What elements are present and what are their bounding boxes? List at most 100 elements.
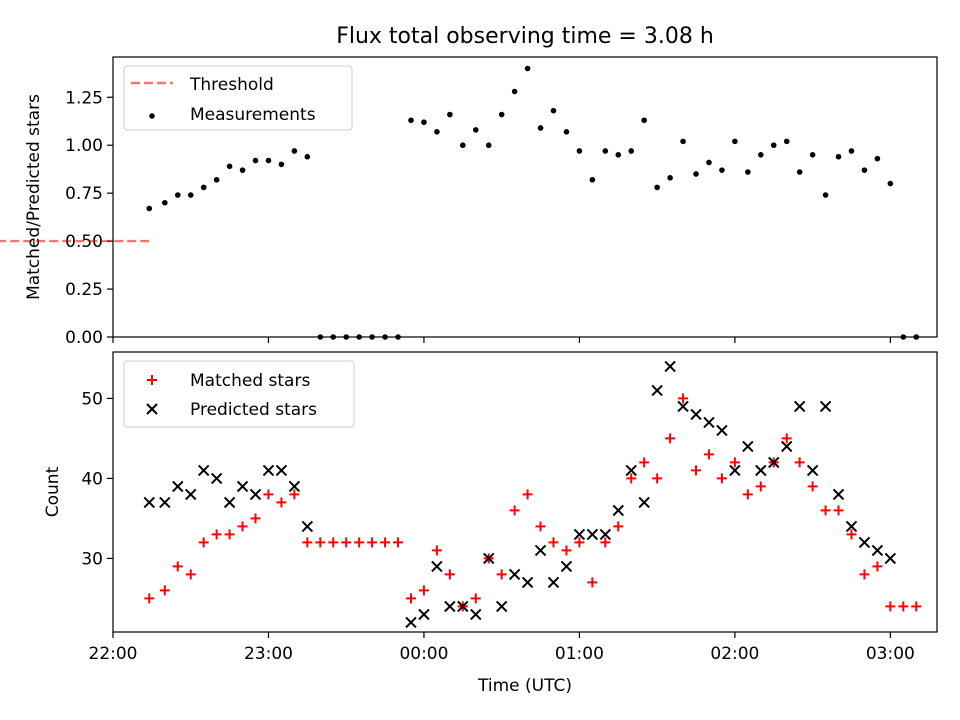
matched-point (911, 601, 922, 612)
x-tick-label: 23:00 (244, 644, 293, 664)
predicted-point (625, 464, 637, 477)
measurement-point (524, 65, 531, 72)
measurement-point (615, 152, 622, 158)
predicted-point (223, 496, 236, 509)
measurement-point (667, 175, 673, 181)
matched-point (418, 585, 429, 596)
measurement-point (848, 148, 855, 154)
matched-point (574, 537, 585, 548)
matched-point (431, 545, 442, 556)
measurement-point (550, 107, 557, 114)
matched-point (470, 593, 481, 604)
matched-point (341, 537, 352, 548)
x-axis-label: Time (UTC) (477, 676, 572, 696)
bottom-plot-frame (112, 351, 938, 633)
predicted-point (612, 504, 624, 517)
measurement-point (187, 192, 194, 198)
predicted-point (275, 464, 288, 477)
threshold-legend-label: Threshold (189, 75, 274, 95)
matched-point (354, 537, 365, 548)
y-tick-label: 0.25 (65, 280, 103, 300)
predicted-point (547, 576, 560, 589)
measurement-point (732, 138, 738, 145)
predicted-point (599, 528, 612, 541)
matched-point (522, 489, 533, 500)
measurement-point (835, 153, 842, 160)
matched-legend-label: Matched stars (190, 371, 310, 391)
predicted-point (845, 520, 858, 533)
matched-point (144, 593, 155, 604)
measurement-point (589, 176, 596, 183)
measurement-point (200, 184, 207, 191)
matched-point (198, 537, 209, 548)
measurement-point (226, 163, 233, 170)
bottom-legend-box (123, 360, 355, 428)
predicted-point (197, 464, 210, 477)
matched-point (613, 521, 624, 532)
predicted-points (143, 360, 897, 629)
measurement-point (434, 128, 440, 135)
predicted-point (159, 496, 171, 509)
measurement-point (693, 171, 699, 177)
matched-point (898, 601, 909, 612)
measurement-point (162, 199, 168, 206)
matched-point (794, 457, 805, 468)
top-legend-box (123, 65, 353, 131)
matched-point (820, 505, 831, 516)
top-plot-frame (112, 56, 938, 338)
matched-point (548, 537, 559, 548)
predicted-point (768, 456, 780, 469)
predicted-point (210, 472, 223, 485)
measurement-point (641, 117, 647, 124)
predicted-point (586, 528, 599, 541)
measurement-point (265, 157, 272, 164)
y-tick-label: 40 (81, 469, 103, 489)
top-x-ticks (112, 337, 891, 343)
predicted-point (521, 576, 534, 589)
measurement-point (874, 155, 881, 162)
bottom-x-ticks: 22:00 23:00 00:00 01:00 02:00 03:00 (89, 632, 915, 664)
matched-point (742, 489, 753, 500)
matched-point (703, 449, 714, 460)
matched-point (859, 569, 870, 580)
matched-point (211, 529, 222, 540)
matched-point (250, 513, 261, 524)
matched-point (626, 473, 637, 484)
predicted-point (755, 464, 767, 477)
predicted-legend-marker (146, 403, 158, 415)
chart-title: Flux total observing time = 3.08 h (336, 24, 714, 49)
predicted-point (560, 560, 573, 573)
predicted-point (690, 408, 702, 421)
measurement-point (537, 125, 544, 131)
measurement-point (563, 128, 570, 135)
measurement-point (304, 153, 311, 160)
bottom-y-ticks: 30 40 50 (81, 389, 113, 569)
measurement-point (213, 176, 220, 183)
measurement-point (783, 138, 790, 145)
matched-point (587, 577, 598, 588)
measurement-point (421, 119, 427, 126)
measurement-point (770, 142, 777, 149)
y-tick-label: 0.00 (65, 328, 103, 348)
measurement-point (511, 88, 518, 95)
y-tick-label: 0.75 (65, 184, 103, 204)
x-tick-label: 22:00 (89, 644, 138, 664)
predicted-point (884, 552, 897, 565)
measurement-point (252, 157, 259, 164)
measurement-point (472, 127, 479, 133)
matched-point (276, 497, 287, 508)
matched-point (302, 537, 313, 548)
measurement-point (447, 111, 453, 118)
measurement-point (485, 142, 492, 149)
predicted-point (534, 544, 547, 557)
predicted-point (470, 608, 482, 621)
matched-point (729, 457, 740, 468)
top-y-axis-label: Matched/Predicted stars (24, 94, 44, 300)
matched-point (885, 601, 896, 612)
predicted-point (703, 416, 715, 429)
matched-point (716, 473, 727, 484)
matched-legend-marker (147, 375, 157, 385)
bottom-legend: Matched stars Predicted stars (123, 360, 355, 428)
predicted-point (638, 496, 650, 509)
predicted-legend-label: Predicted stars (190, 400, 317, 420)
